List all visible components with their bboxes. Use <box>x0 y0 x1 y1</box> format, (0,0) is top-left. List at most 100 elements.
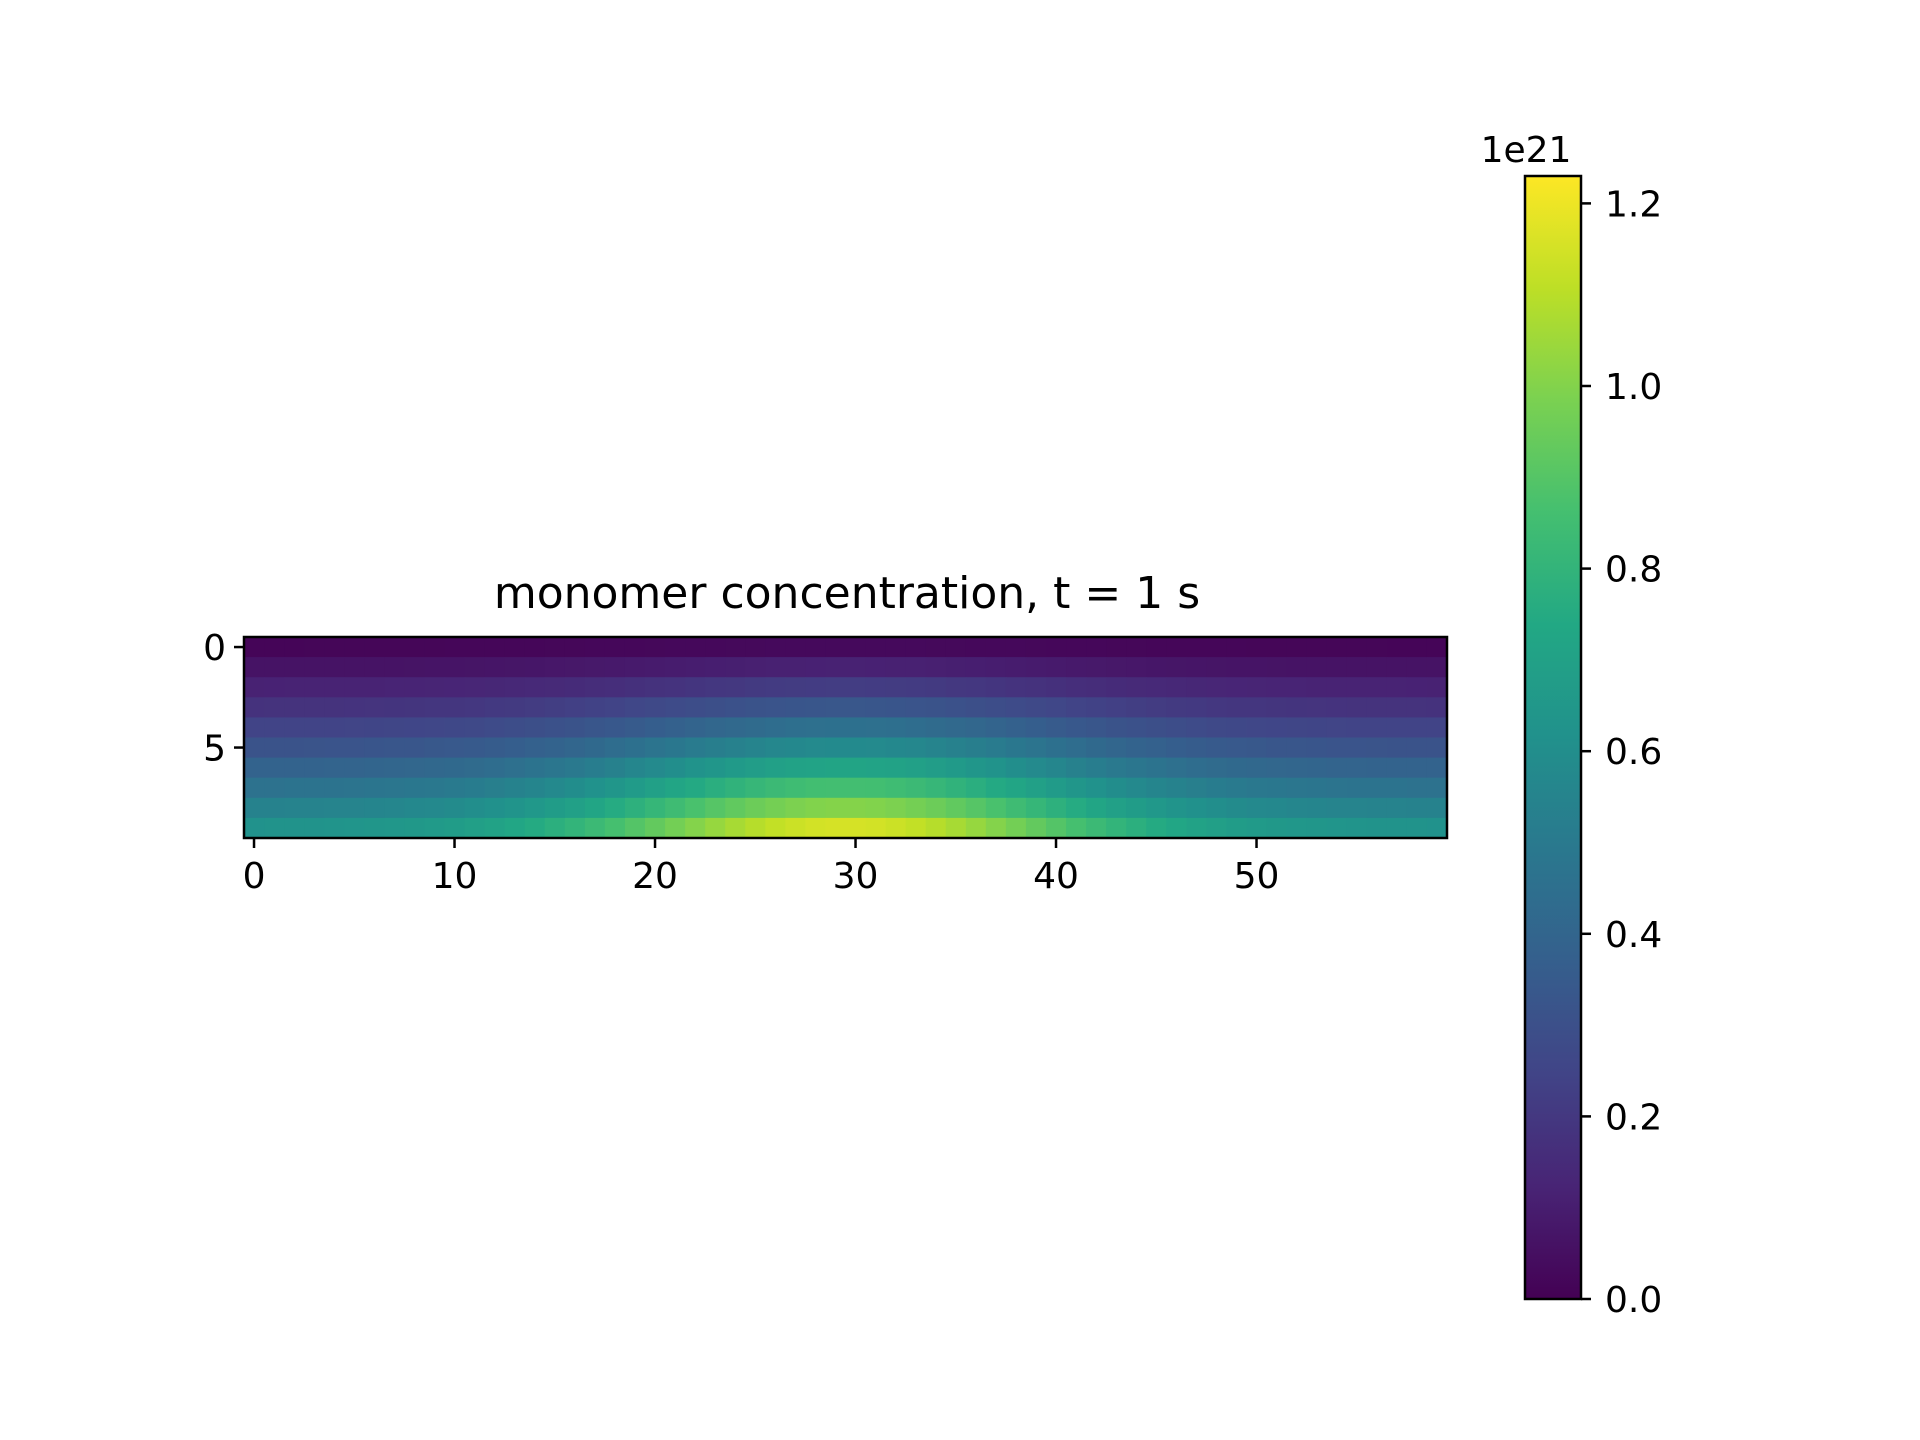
heatmap-cell <box>464 677 486 698</box>
heatmap-cell <box>1086 757 1107 779</box>
heatmap-cell <box>1226 697 1248 718</box>
heatmap-cell <box>304 717 325 739</box>
heatmap-cell <box>965 677 987 698</box>
heatmap-cell <box>645 757 666 779</box>
heatmap-cell <box>624 757 646 779</box>
heatmap-cell <box>504 697 526 718</box>
heatmap-cell <box>1066 777 1087 799</box>
heatmap-cell <box>905 757 927 779</box>
heatmap-cell <box>1366 677 1388 698</box>
heatmap-cell <box>685 737 706 759</box>
heatmap-cell <box>805 677 827 698</box>
heatmap-cell <box>1066 757 1087 779</box>
heatmap-cell <box>805 637 827 658</box>
heatmap-cell <box>705 697 726 718</box>
heatmap-cell <box>244 657 265 678</box>
heatmap-cell <box>765 637 786 658</box>
heatmap-cell <box>965 697 987 718</box>
heatmap-cell <box>1146 717 1167 739</box>
heatmap-cell <box>484 777 506 799</box>
heatmap-cell <box>1266 777 1288 799</box>
heatmap-cell <box>544 777 566 799</box>
heatmap-cell <box>1246 797 1268 819</box>
heatmap-cell <box>544 657 566 678</box>
heatmap-cell <box>785 777 806 799</box>
heatmap-cell <box>1086 737 1107 759</box>
heatmap-cell <box>965 757 987 779</box>
heatmap-cell <box>324 737 345 759</box>
heatmap-cell <box>1226 817 1248 839</box>
heatmap-cell <box>384 677 405 698</box>
heatmap-cell <box>404 697 426 718</box>
heatmap-cell <box>524 657 546 678</box>
heatmap-cell <box>344 697 365 718</box>
heatmap-cell <box>1126 817 1147 839</box>
heatmap-cell <box>865 697 887 718</box>
heatmap-cell <box>1066 817 1087 839</box>
heatmap-cell <box>1166 777 1187 799</box>
heatmap-cell <box>845 657 867 678</box>
heatmap-cell <box>424 637 446 658</box>
heatmap-cell <box>1106 817 1127 839</box>
heatmap-cell <box>464 757 486 779</box>
heatmap-cell <box>284 757 305 779</box>
heatmap-cell <box>1126 777 1147 799</box>
heatmap-cell <box>1186 737 1207 759</box>
heatmap-cell <box>705 777 726 799</box>
heatmap-cell <box>1286 677 1308 698</box>
heatmap-cell <box>985 677 1007 698</box>
heatmap-cell <box>1066 717 1087 739</box>
heatmap-cell <box>925 677 947 698</box>
heatmap-cell <box>1005 777 1027 799</box>
heatmap-cell <box>504 637 526 658</box>
heatmap-cell <box>1346 737 1368 759</box>
heatmap-cell <box>985 797 1007 819</box>
heatmap-cell <box>1366 797 1388 819</box>
heatmap-cell <box>404 777 426 799</box>
heatmap-cell <box>805 777 827 799</box>
heatmap-cell <box>905 737 927 759</box>
heatmap-cell <box>524 717 546 739</box>
heatmap-cell <box>685 657 706 678</box>
heatmap-cell <box>745 637 766 658</box>
heatmap-cell <box>1086 797 1107 819</box>
heatmap-cell <box>1426 697 1448 718</box>
heatmap-cell <box>645 777 666 799</box>
heatmap-cell <box>584 777 606 799</box>
heatmap-cell <box>504 657 526 678</box>
heatmap-cell <box>665 717 686 739</box>
heatmap-cell <box>1126 677 1147 698</box>
heatmap-cell <box>725 697 746 718</box>
heatmap-cell <box>564 817 586 839</box>
heatmap-cell <box>264 637 285 658</box>
heatmap-cell <box>685 677 706 698</box>
heatmap-cell <box>805 757 827 779</box>
heatmap-cell <box>945 777 967 799</box>
heatmap-cell <box>865 657 887 678</box>
heatmap-cell <box>1005 797 1027 819</box>
heatmap-cell <box>524 637 546 658</box>
heatmap-cell <box>805 797 827 819</box>
heatmap-cell <box>765 757 786 779</box>
heatmap-cell <box>464 697 486 718</box>
heatmap-cell <box>1086 717 1107 739</box>
heatmap-cell <box>1266 717 1288 739</box>
heatmap-cell <box>604 677 626 698</box>
heatmap-cell <box>1186 657 1207 678</box>
heatmap-cell <box>524 797 546 819</box>
heatmap-cell <box>404 637 426 658</box>
heatmap-cell <box>1326 777 1348 799</box>
heatmap-cell <box>264 757 285 779</box>
heatmap-cell <box>1005 697 1027 718</box>
heatmap-cell <box>384 637 405 658</box>
heatmap-cell <box>945 757 967 779</box>
heatmap-cell <box>705 677 726 698</box>
heatmap-cell <box>705 797 726 819</box>
heatmap-cell <box>1086 657 1107 678</box>
heatmap-cell <box>1166 637 1187 658</box>
heatmap-cell <box>384 737 405 759</box>
heatmap-cell <box>725 657 746 678</box>
heatmap-cell <box>364 737 385 759</box>
heatmap-cell <box>424 797 446 819</box>
heatmap-cell <box>1246 757 1268 779</box>
